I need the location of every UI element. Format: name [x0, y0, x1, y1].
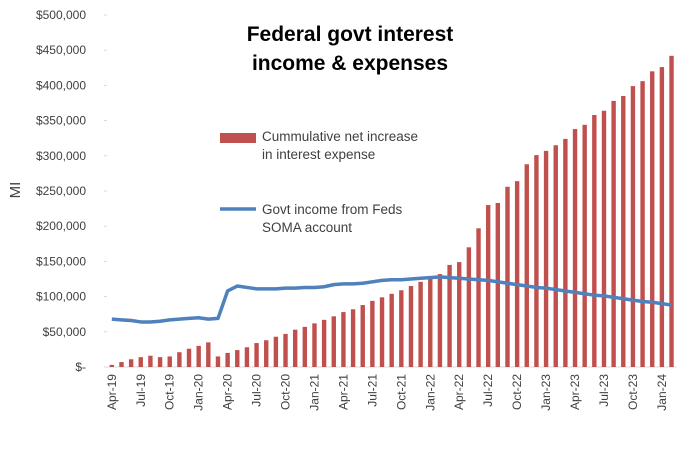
bar	[408, 286, 414, 367]
bar	[466, 247, 472, 367]
bar	[485, 205, 491, 367]
x-tick-label: Jul-22	[481, 374, 495, 407]
bar	[109, 364, 115, 367]
bar	[244, 347, 250, 367]
x-tick-label: Jan-22	[423, 374, 437, 411]
bar	[621, 95, 626, 368]
bar	[650, 71, 655, 367]
x-tick-label: Apr-21	[336, 374, 350, 410]
bar	[177, 352, 182, 367]
bar	[264, 340, 269, 367]
bar	[370, 300, 375, 367]
x-tick-label: Jan-23	[539, 374, 553, 411]
bar	[157, 357, 163, 367]
bar	[563, 138, 568, 367]
x-tick-label: Oct-23	[626, 374, 640, 410]
bar	[312, 323, 317, 367]
bar	[321, 319, 327, 367]
x-tick-label: Jan-20	[192, 374, 206, 411]
bar	[215, 356, 221, 367]
x-tick-label: Oct-22	[510, 374, 524, 410]
x-tick-label: Jul-20	[250, 374, 264, 407]
bar	[659, 67, 665, 367]
bar	[138, 357, 143, 367]
y-tick-label: $150,000	[36, 254, 86, 268]
bar	[235, 350, 240, 367]
bar	[630, 86, 636, 367]
y-tick-label: $500,000	[36, 8, 86, 22]
x-tick-label: Apr-19	[105, 374, 119, 410]
bar	[128, 359, 134, 367]
bar	[601, 110, 607, 367]
bar	[360, 305, 365, 367]
bar	[495, 202, 501, 367]
bar	[457, 262, 462, 367]
bar	[186, 348, 192, 367]
x-tick-label: Oct-21	[394, 374, 408, 410]
bar	[505, 186, 510, 367]
bar	[225, 352, 230, 367]
x-tick-label: Apr-23	[568, 374, 582, 410]
legend-swatch	[220, 133, 256, 143]
bar	[206, 342, 211, 367]
bar	[341, 312, 346, 367]
bar	[302, 326, 308, 367]
bar	[534, 155, 539, 367]
bar	[669, 55, 674, 367]
y-tick-label: $200,000	[36, 219, 86, 233]
legend-label: Govt income from Feds SOMA account	[262, 202, 403, 235]
bar	[428, 278, 433, 367]
bar	[167, 356, 172, 367]
x-tick-label: Jan-24	[655, 374, 669, 411]
y-tick-label: $250,000	[36, 184, 86, 198]
bar	[350, 309, 356, 367]
bar	[582, 124, 587, 367]
bar	[553, 145, 558, 367]
bar	[331, 316, 336, 367]
bar	[611, 100, 616, 367]
bar	[592, 114, 597, 367]
y-axis-label: MI	[7, 182, 24, 199]
bar	[418, 281, 423, 367]
y-tick-label: $100,000	[36, 290, 86, 304]
line	[111, 275, 672, 324]
bar	[399, 290, 404, 367]
x-tick-label: Jan-21	[307, 374, 321, 411]
bar	[447, 264, 452, 367]
x-tick-label: Jul-21	[365, 374, 379, 407]
y-tick-label: $300,000	[36, 149, 86, 163]
y-tick-label: $350,000	[36, 114, 86, 128]
bar	[273, 336, 279, 367]
y-tick-label: $50,000	[43, 325, 87, 339]
y-tick-label: $-	[75, 360, 86, 374]
x-tick-label: Jul-23	[597, 374, 611, 407]
bar	[379, 297, 385, 367]
bar	[119, 362, 124, 367]
bar	[254, 343, 259, 367]
x-tick-label: Oct-20	[279, 374, 293, 410]
bar	[524, 164, 529, 367]
bar	[437, 274, 443, 367]
bar	[572, 129, 578, 367]
bar	[283, 333, 288, 367]
bar	[514, 181, 520, 367]
bar	[543, 150, 549, 367]
x-tick-label: Apr-22	[452, 374, 466, 410]
y-tick-label: $450,000	[36, 43, 86, 57]
bar	[292, 329, 298, 367]
legend-label: Cummulative net increase in interest exp…	[262, 129, 419, 162]
chart-title: Federal govt interest income & expenses	[246, 23, 454, 75]
bar	[640, 81, 645, 368]
bar	[196, 345, 201, 367]
x-tick-label: Apr-20	[221, 374, 235, 410]
bar	[148, 355, 153, 367]
bar	[476, 228, 481, 367]
x-tick-label: Jul-19	[134, 374, 148, 407]
bar	[389, 293, 394, 367]
x-tick-label: Oct-19	[163, 374, 177, 410]
y-tick-label: $400,000	[36, 78, 86, 92]
